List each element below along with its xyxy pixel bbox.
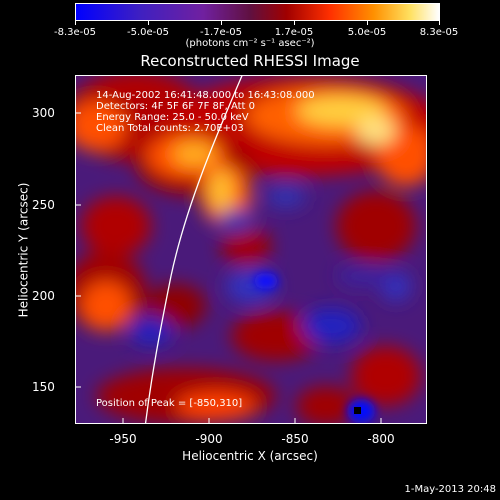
colorbar-tick	[75, 21, 76, 25]
datestamp: 1-May-2013 20:48	[404, 484, 496, 495]
colorbar-units: (photons cm⁻² s⁻¹ asec⁻²)	[185, 38, 315, 49]
plot-title: Reconstructed RHESSI Image	[140, 52, 360, 70]
y-tick-label: 300	[32, 106, 55, 120]
colorbar-tick-label: -5.0e-05	[127, 27, 169, 38]
x-tick-label: -800	[367, 432, 395, 446]
detectors-label: Detectors: 4F 5F 6F 7F 8F, Att 0	[96, 101, 256, 112]
y-tick-label: 200	[32, 289, 55, 303]
x-tick-label: -850	[281, 432, 309, 446]
colorbar-tick	[439, 21, 440, 25]
image-plot: 14-Aug-2002 16:41:48.000 to 16:43:08.000…	[75, 75, 427, 424]
x-axis-label: Heliocentric X (arcsec)	[182, 449, 318, 463]
peak-position-label: Position of Peak = [-850,310]	[96, 398, 243, 409]
time-range-label: 14-Aug-2002 16:41:48.000 to 16:43:08.000	[96, 90, 315, 101]
colorbar-tick-label: 5.0e-05	[347, 27, 387, 38]
x-tick-label: -950	[109, 432, 137, 446]
colorbar-tick-label: 1.7e-05	[274, 27, 314, 38]
solar-limb-line	[144, 76, 243, 423]
x-tick-label: -900	[195, 432, 223, 446]
colorbar-tick-label: -8.3e-05	[54, 27, 96, 38]
y-tick-label: 150	[32, 380, 55, 394]
colorbar-tick-label: -1.7e-05	[200, 27, 242, 38]
colorbar-tick	[294, 21, 295, 25]
y-axis-label: Heliocentric Y (arcsec)	[16, 182, 31, 318]
colorbar-tick	[148, 21, 149, 25]
rhessi-image	[76, 76, 426, 423]
colorbar-tick	[367, 21, 368, 25]
peak-marker	[354, 407, 361, 414]
colorbar-tick-label: 8.3e-05	[419, 27, 459, 38]
colorbar	[75, 3, 440, 21]
colorbar-tick	[221, 21, 222, 25]
energy-range-label: Energy Range: 25.0 - 50.0 keV	[96, 112, 249, 123]
y-tick-label: 250	[32, 198, 55, 212]
clean-counts-label: Clean Total counts: 2.70E+03	[96, 123, 244, 134]
